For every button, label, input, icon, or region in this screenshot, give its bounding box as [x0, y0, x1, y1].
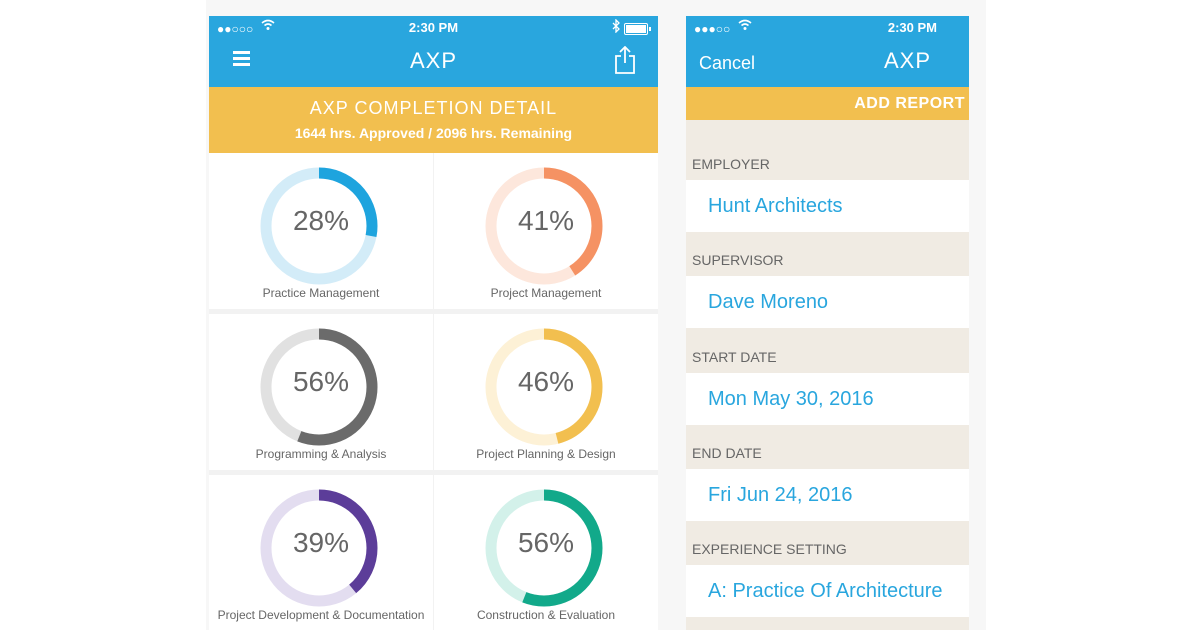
form-field-row[interactable]: Dave Moreno [686, 276, 969, 329]
status-bar: ●●○○○ 2:30 PM [209, 16, 658, 40]
form-field-row[interactable]: Hunt Architects [686, 180, 969, 232]
progress-tile[interactable]: 56% Construction & Evaluation [434, 475, 658, 630]
hamburger-menu-icon[interactable] [233, 51, 250, 67]
progress-tile[interactable]: 39% Project Development & Documentation [209, 475, 433, 630]
wifi-icon [738, 18, 752, 35]
signal-strength-icon: ●●●○○ [694, 22, 731, 36]
progress-category-label: Practice Management [262, 286, 380, 300]
progress-ring-arc [485, 328, 603, 446]
progress-percent: 46% [517, 366, 575, 397]
progress-category-label: Construction & Evaluation [476, 608, 616, 622]
add-report-button[interactable]: ADD REPORT [854, 95, 965, 112]
progress-category-label: Project Management [490, 286, 602, 300]
progress-percent: 56% [517, 527, 575, 558]
wifi-icon [261, 18, 275, 35]
progress-percent: 56% [292, 366, 350, 397]
add-report-banner: ADD REPORT [686, 87, 969, 120]
progress-ring [260, 489, 378, 607]
nav-title: AXP [409, 48, 458, 73]
nav-bar: ●●○○○ 2:30 PM AXP [209, 16, 658, 87]
phone-add-report-screen: ●●●○○ 2:30 PM Cancel AXP ADD REPORT EMPL… [686, 16, 969, 630]
progress-ring-arc [260, 167, 378, 285]
progress-ring-arc [485, 167, 603, 285]
share-icon[interactable] [614, 45, 636, 74]
cancel-button[interactable]: Cancel [699, 53, 756, 73]
form-field-value: A: Practice Of Architecture [708, 580, 943, 603]
progress-category-label: Project Planning & Design [476, 447, 616, 461]
form-section-label: START DATE [692, 348, 777, 365]
phone-completion-screen: ●●○○○ 2:30 PM AXP AXP COMPLETION DETAIL … [209, 16, 658, 630]
progress-tile[interactable]: 28% Practice Management [209, 153, 433, 309]
progress-ring-arc [260, 328, 378, 446]
progress-ring [260, 328, 378, 446]
progress-tile[interactable]: 56% Programming & Analysis [209, 314, 433, 470]
progress-ring-arc [260, 489, 378, 607]
completion-banner: AXP COMPLETION DETAIL 1644 hrs. Approved… [209, 87, 658, 153]
form-section-label: EMPLOYER [692, 156, 770, 172]
form-field-row[interactable]: Mon May 30, 2016 [686, 372, 969, 425]
signal-strength-icon: ●●○○○ [217, 22, 254, 36]
form-field-row[interactable]: Fri Jun 24, 2016 [686, 468, 969, 521]
progress-ring [485, 167, 603, 285]
progress-ring [485, 328, 603, 446]
nav-bar-right: ●●●○○ 2:30 PM Cancel AXP [686, 16, 969, 87]
battery-icon [624, 23, 651, 35]
banner-subtitle: 1644 hrs. Approved / 2096 hrs. Remaining [294, 125, 573, 141]
progress-category-label: Project Development & Documentation [217, 608, 425, 622]
status-time: 2:30 PM [887, 20, 937, 35]
progress-percent: 28% [292, 205, 350, 236]
progress-tile[interactable]: 46% Project Planning & Design [434, 314, 658, 470]
bluetooth-icon [612, 18, 620, 36]
progress-ring [260, 167, 378, 285]
form-field-value: Dave Moreno [708, 291, 829, 314]
status-time: 2:30 PM [408, 20, 459, 35]
progress-percent: 41% [517, 205, 575, 236]
status-bar-right: ●●●○○ 2:30 PM [686, 16, 969, 40]
progress-category-label: Programming & Analysis [255, 447, 387, 461]
form-field-value: Fri Jun 24, 2016 [708, 483, 853, 506]
banner-title: AXP COMPLETION DETAIL [309, 98, 558, 118]
progress-tile[interactable]: 41% Project Management [434, 153, 658, 309]
progress-ring-arc [485, 489, 603, 607]
form-field-value: Mon May 30, 2016 [708, 387, 874, 410]
form-section-label: SUPERVISOR [692, 252, 784, 269]
form-field-row[interactable]: A: Practice Of Architecture [686, 565, 969, 618]
progress-ring [485, 489, 603, 607]
form-section-label: END DATE [692, 444, 762, 461]
form-field-value: Hunt Architects [708, 195, 843, 217]
form-section-label: EXPERIENCE SETTING [692, 541, 847, 558]
nav-title: AXP [883, 48, 931, 73]
progress-percent: 39% [292, 527, 350, 558]
